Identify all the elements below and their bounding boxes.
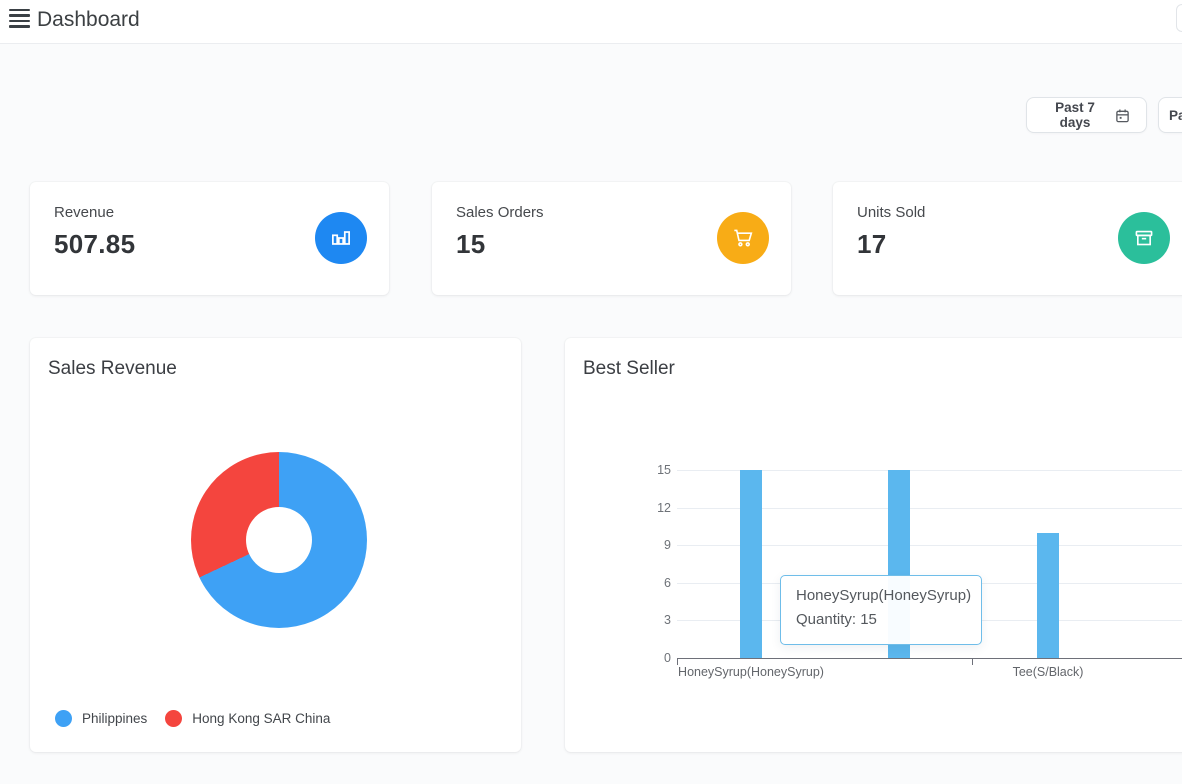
stat-card-sales-orders: Sales Orders 15 — [432, 182, 791, 295]
legend-label: Hong Kong SAR China — [192, 711, 331, 726]
stat-value: 17 — [857, 229, 887, 259]
legend-item-hong-kong-sar-china[interactable]: Hong Kong SAR China — [165, 710, 330, 727]
card-title: Best Seller — [583, 358, 675, 379]
gridline — [677, 507, 1182, 509]
sales-revenue-card: Sales Revenue Philippines Hong Kong SAR C… — [30, 338, 521, 752]
legend-item-philippines[interactable]: Philippines — [55, 710, 147, 727]
x-axis-tick — [677, 659, 678, 665]
bar-chart[interactable]: 0 3 6 9 12 15 HoneySyrup(HoneySyrup) Tee(S/Blac… — [565, 338, 1182, 752]
calendar-icon — [1116, 109, 1129, 122]
donut-hole — [246, 507, 312, 573]
bar-tee-s-black-[interactable] — [1037, 532, 1059, 658]
stat-card-units-sold: Units Sold 17 — [833, 182, 1182, 295]
date-range-button-partial[interactable]: Pa — [1158, 97, 1182, 133]
header-edge-control[interactable] — [1176, 4, 1182, 32]
app-header: Dashboard — [0, 0, 1182, 44]
donut-chart[interactable] — [191, 452, 367, 628]
chart-tooltip: HoneySyrup(HoneySyrup) Quantity: 15 — [780, 575, 982, 645]
x-axis-line — [677, 658, 1182, 659]
legend-label: Philippines — [82, 711, 148, 726]
menu-icon[interactable] — [9, 9, 31, 35]
bar-honeysyrup-honeysyrup-[interactable] — [740, 470, 762, 658]
card-title: Sales Revenue — [48, 358, 177, 379]
stat-value: 15 — [456, 229, 486, 259]
pie-legend: Philippines Hong Kong SAR China — [55, 710, 330, 727]
stat-value: 507.85 — [54, 229, 136, 259]
tooltip-value: Quantity: 15 — [796, 611, 877, 628]
x-axis-label: HoneySyrup(HoneySyrup) — [678, 665, 824, 679]
tooltip-title: HoneySyrup(HoneySyrup) — [796, 587, 972, 604]
legend-dot — [55, 710, 72, 727]
stat-label: Units Sold — [857, 204, 926, 221]
x-axis-label: Tee(S/Black) — [1012, 665, 1084, 679]
date-range-label: Past 7 days — [1055, 100, 1095, 130]
x-axis-tick — [972, 659, 973, 665]
date-range-button[interactable]: Past 7 days — [1026, 97, 1147, 133]
gridline — [677, 545, 1182, 547]
y-axis-label: 0 — [664, 651, 671, 665]
cart-icon — [717, 212, 769, 264]
stat-card-revenue: Revenue 507.85 — [30, 182, 389, 295]
y-axis-label: 3 — [664, 613, 671, 628]
y-axis-label: 9 — [664, 538, 671, 553]
bar-chart-icon — [315, 212, 367, 264]
best-seller-card: Best Seller 0 3 6 9 12 15 HoneySyrup(HoneySyru… — [565, 338, 1182, 752]
y-axis-label: 6 — [664, 575, 671, 590]
y-axis-label: 15 — [657, 463, 671, 477]
y-axis-label: 12 — [657, 500, 671, 515]
gridline — [677, 470, 1182, 471]
archive-icon — [1118, 212, 1170, 264]
legend-dot — [165, 710, 183, 727]
date-range-partial-label: Pa — [1169, 107, 1182, 123]
page-title: Dashboard — [37, 8, 140, 31]
stat-label: Revenue — [54, 204, 115, 221]
stat-label: Sales Orders — [456, 204, 544, 221]
